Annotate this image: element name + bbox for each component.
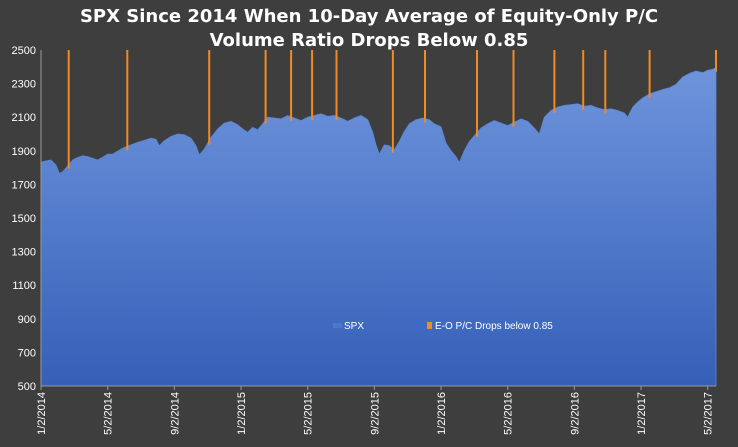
plot-area	[40, 50, 717, 387]
x-tick-label: 5/2/2017	[703, 392, 715, 435]
y-tick-label: 900	[18, 314, 36, 326]
legend-swatch-spx	[333, 323, 342, 328]
spx-area	[40, 66, 717, 387]
x-tick-label: 1/2/2015	[236, 392, 248, 435]
legend-swatch-drops	[427, 322, 432, 329]
pc-drop-marker	[391, 50, 394, 153]
x-tick-label: 1/2/2016	[436, 392, 448, 435]
x-tick-label: 1/2/2014	[36, 392, 48, 435]
x-tick-label: 5/2/2016	[503, 392, 515, 435]
x-tick-label: 9/2/2014	[169, 392, 181, 435]
y-tick-label: 1700	[12, 179, 36, 191]
pc-drop-marker	[311, 50, 314, 121]
y-tick-label: 2500	[12, 45, 36, 57]
x-tick-label: 1/2/2017	[636, 392, 648, 435]
legend: SPX E-O P/C Drops below 0.85	[333, 321, 553, 332]
pc-drop-marker	[335, 50, 338, 121]
y-tick-label: 1300	[12, 247, 36, 259]
x-tick-label: 5/2/2014	[103, 392, 115, 435]
y-tick-label: 500	[18, 381, 36, 393]
y-axis: 500 700 900 1100 1300 1500 1700 1900 2100 2300 250…	[12, 45, 36, 393]
legend-label-drops: E-O P/C Drops below 0.85	[435, 321, 553, 332]
pc-drop-marker	[476, 50, 478, 137]
pc-drop-marker	[290, 50, 293, 121]
pc-drop-marker	[604, 50, 607, 114]
pc-drop-marker	[126, 50, 129, 151]
pc-drop-marker	[208, 50, 211, 145]
pc-drop-marker	[264, 50, 267, 124]
y-tick-label: 700	[18, 347, 36, 359]
pc-drop-marker	[67, 50, 70, 169]
x-tick-label: 9/2/2015	[369, 392, 381, 435]
pc-drop-marker	[648, 50, 651, 98]
x-tick-label: 5/2/2015	[303, 392, 315, 435]
pc-drop-marker	[553, 50, 556, 113]
chart-title-line-2: Volume Ratio Drops Below 0.85	[210, 30, 529, 51]
legend-label-spx: SPX	[344, 321, 364, 332]
chart-title-line-1: SPX Since 2014 When 10-Day Average of Eq…	[80, 6, 658, 27]
pc-drop-marker	[424, 50, 426, 123]
y-tick-label: 1900	[12, 146, 36, 158]
y-tick-label: 2100	[12, 112, 36, 124]
y-tick-label: 2300	[12, 79, 36, 91]
x-tick-label: 9/2/2016	[569, 392, 581, 435]
pc-drop-marker	[715, 50, 717, 72]
y-tick-label: 1500	[12, 213, 36, 225]
y-tick-label: 1100	[12, 280, 36, 292]
pc-drop-marker	[582, 50, 585, 110]
pc-drop-marker	[512, 50, 515, 127]
x-axis: 1/2/2014 5/2/2014 9/2/2014 1/2/2015 5/2/2015…	[36, 386, 715, 435]
